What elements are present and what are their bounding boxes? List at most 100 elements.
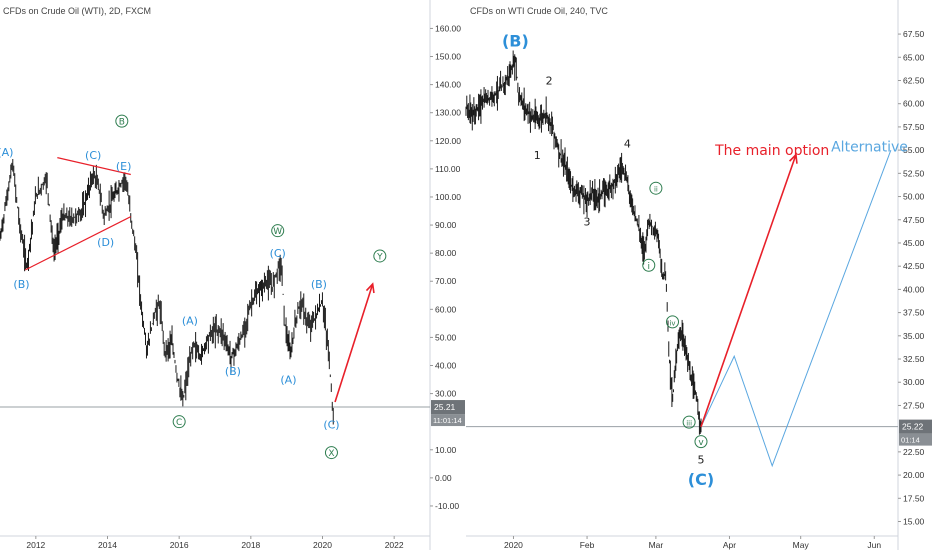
x-tick-label: 2014: [98, 540, 117, 550]
x-tick-label: Apr: [723, 540, 736, 550]
y-tick-label: 160.00: [435, 23, 461, 33]
y-tick-label: 10.00: [435, 445, 457, 455]
price-label-box: [431, 400, 465, 415]
y-tick-label: 47.50: [903, 215, 925, 225]
main-option-arrow: [334, 283, 374, 403]
y-tick-label: 0.00: [435, 473, 452, 483]
y-tick-label: 100.00: [435, 192, 461, 202]
wave-circle: [115, 114, 129, 128]
alternative-path: [700, 149, 892, 468]
alternative-label: Alternative: [831, 139, 908, 155]
wave-label: ii: [654, 186, 658, 194]
red-trendline: [57, 157, 131, 176]
x-tick-label: May: [793, 540, 810, 550]
y-tick-label: 45.00: [903, 238, 925, 248]
y-tick-label: 62.50: [903, 75, 925, 85]
y-tick-label: 55.00: [903, 145, 925, 155]
wave-label: (E): [116, 160, 132, 173]
wave-label: (D): [97, 236, 114, 249]
wave-label: (B): [225, 365, 241, 378]
wave-label: (A): [280, 374, 296, 387]
left-plot-area[interactable]: 160.00 150.00 140.00 130.00 120.00 110.00 100.…: [0, 0, 465, 550]
countdown-label-box: [899, 433, 932, 446]
y-tick-label: 42.50: [903, 261, 925, 271]
y-tick-label: 52.50: [903, 168, 925, 178]
right-chart-title: CFDs on WTI Crude Oil, 240, TVC: [470, 6, 608, 16]
wave-label: v: [698, 438, 704, 448]
price-label: 25.21: [434, 402, 456, 412]
wave-label: (C): [85, 149, 101, 162]
y-tick-label: 15.00: [903, 517, 925, 527]
y-tick-label: 150.00: [435, 52, 461, 62]
x-tick-label: Mar: [649, 540, 664, 550]
y-tick-label: 65.00: [903, 52, 925, 62]
wave-label: W: [273, 227, 282, 237]
arrow-head: [365, 282, 375, 294]
x-tick-label: 2018: [241, 540, 260, 550]
y-tick-label: 110.00: [435, 164, 461, 174]
y-tick-label: 67.50: [903, 29, 925, 39]
x-tick-label: 2022: [385, 540, 404, 550]
wave-label: B: [119, 118, 125, 128]
wave-label: C: [176, 418, 182, 428]
x-tick-label: Feb: [580, 540, 595, 550]
x-tick-label: 2016: [170, 540, 189, 550]
wave-circle: [694, 435, 708, 449]
countdown-label: 01:14: [901, 436, 920, 445]
red-trendline: [24, 216, 132, 271]
wave-circle: [649, 181, 663, 195]
countdown-label: 11:01:14: [433, 416, 462, 425]
wave-circle: [324, 446, 338, 460]
y-tick-label: 27.50: [903, 400, 925, 410]
wave-circle: [682, 415, 696, 429]
wave-label: (B): [13, 278, 29, 291]
right-plot-area[interactable]: 67.50 65.00 62.50 60.00 57.50 55.00 52.50 50.00…: [465, 0, 932, 550]
wave-label: 3: [584, 216, 591, 229]
wave-circle: [271, 224, 285, 238]
countdown-label-box: [431, 414, 465, 427]
x-tick-label: Jun: [867, 540, 881, 550]
wave-label: iii: [686, 420, 692, 428]
right-chart-panel: CFDs on WTI Crude Oil, 240, TVC 67.50 65.…: [465, 0, 932, 550]
wave-label: (A): [182, 315, 198, 328]
wave-label: (C): [688, 470, 714, 489]
wave-circle: [172, 415, 186, 429]
y-tick-label: 20.00: [903, 470, 925, 480]
left-chart-panel: CFDs on Crude Oil (WTI), 2D, FXCM 160.00…: [0, 0, 465, 550]
wave-circle: [666, 315, 680, 329]
wave-circle: [373, 249, 387, 263]
wave-label: iv: [669, 319, 675, 327]
y-tick-label: 120.00: [435, 136, 461, 146]
y-tick-label: 70.00: [435, 276, 457, 286]
wave-label: (C): [323, 418, 339, 431]
y-tick-label: 37.50: [903, 308, 925, 318]
y-tick-label: 80.00: [435, 248, 457, 258]
y-tick-label: 50.00: [903, 192, 925, 202]
wave-circle: [642, 258, 656, 272]
y-tick-label: 130.00: [435, 108, 461, 118]
wave-label: (B): [311, 278, 327, 291]
x-tick-label: 2020: [504, 540, 523, 550]
wave-label: 5: [697, 453, 704, 466]
x-tick-label: 2020: [313, 540, 332, 550]
wave-label: i: [648, 262, 651, 272]
y-tick-label: 30.00: [903, 377, 925, 387]
wave-label: (A): [0, 146, 13, 159]
x-tick-label: 2012: [26, 540, 45, 550]
wave-label: 1: [534, 149, 541, 162]
y-tick-label: 90.00: [435, 220, 457, 230]
y-tick-label: 50.00: [435, 332, 457, 342]
wave-label: X: [328, 449, 334, 459]
y-tick-label: 35.00: [903, 331, 925, 341]
left-chart-title: CFDs on Crude Oil (WTI), 2D, FXCM: [3, 6, 151, 16]
main-option-label: The main option: [714, 143, 829, 159]
arrow-head: [789, 153, 798, 164]
wave-label: 4: [624, 138, 631, 151]
y-tick-label: 60.00: [435, 304, 457, 314]
y-tick-label: 30.00: [435, 389, 457, 399]
main-option-arrow: [700, 154, 797, 428]
price-label-box: [899, 419, 932, 434]
y-tick-label: 60.00: [903, 99, 925, 109]
wave-label: Y: [376, 252, 383, 262]
